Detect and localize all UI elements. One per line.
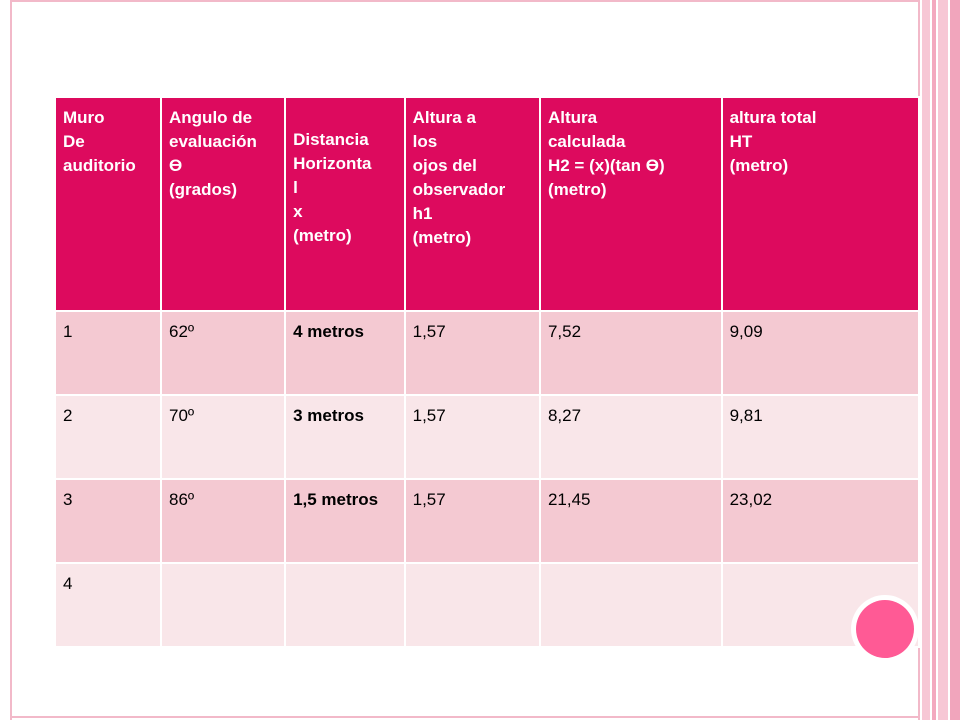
header-altura-ojos: Altura a los ojos del observador h1 (met… [403, 96, 541, 312]
decorative-stripe [932, 0, 936, 720]
table-row: 1 62º 4 metros 1,57 7,52 9,09 [53, 310, 921, 396]
cell-angulo: 86º [160, 478, 287, 564]
decorative-stripe [922, 0, 930, 720]
cell-muro: 2 [53, 394, 163, 480]
cell-altura-calculada [538, 562, 723, 648]
cell-distancia: 4 metros [284, 310, 406, 396]
cell-altura-total: 9,09 [720, 310, 921, 396]
cell-altura-total: 9,81 [720, 394, 921, 480]
decorative-stripe [938, 0, 948, 720]
header-angulo: Angulo de evaluación Ɵ (grados) [160, 96, 287, 312]
cell-altura-ojos: 1,57 [403, 394, 541, 480]
cell-altura-total: 23,02 [720, 478, 921, 564]
cell-angulo: 70º [160, 394, 287, 480]
frame-border-bottom [10, 716, 920, 718]
cell-muro: 4 [53, 562, 163, 648]
decorative-circle [856, 600, 914, 658]
frame-border-left [10, 0, 12, 720]
header-altura-total: altura total HT (metro) [720, 96, 921, 312]
cell-angulo [160, 562, 287, 648]
frame-border-right [918, 0, 920, 720]
header-distancia: Distancia Horizonta l x (metro) [284, 96, 406, 312]
table-row: 4 [53, 562, 921, 648]
cell-altura-calculada: 8,27 [538, 394, 723, 480]
table-header-row: Muro De auditorio Angulo de evaluación Ɵ… [53, 96, 921, 312]
cell-altura-calculada: 21,45 [538, 478, 723, 564]
cell-altura-calculada: 7,52 [538, 310, 723, 396]
frame-border-top [10, 0, 920, 2]
cell-angulo: 62º [160, 310, 287, 396]
table-row: 2 70º 3 metros 1,57 8,27 9,81 [53, 394, 921, 480]
decorative-stripe [950, 0, 960, 720]
header-muro: Muro De auditorio [53, 96, 163, 312]
measurement-table: Muro De auditorio Angulo de evaluación Ɵ… [53, 96, 921, 648]
cell-altura-ojos: 1,57 [403, 478, 541, 564]
header-altura-calculada: Altura calculada H2 = (x)(tan Ɵ) (metro) [538, 96, 723, 312]
cell-altura-ojos [403, 562, 541, 648]
cell-distancia: 3 metros [284, 394, 406, 480]
table-row: 3 86º 1,5 metros 1,57 21,45 23,02 [53, 478, 921, 564]
cell-muro: 1 [53, 310, 163, 396]
cell-distancia: 1,5 metros [284, 478, 406, 564]
cell-distancia [284, 562, 406, 648]
cell-muro: 3 [53, 478, 163, 564]
cell-altura-ojos: 1,57 [403, 310, 541, 396]
